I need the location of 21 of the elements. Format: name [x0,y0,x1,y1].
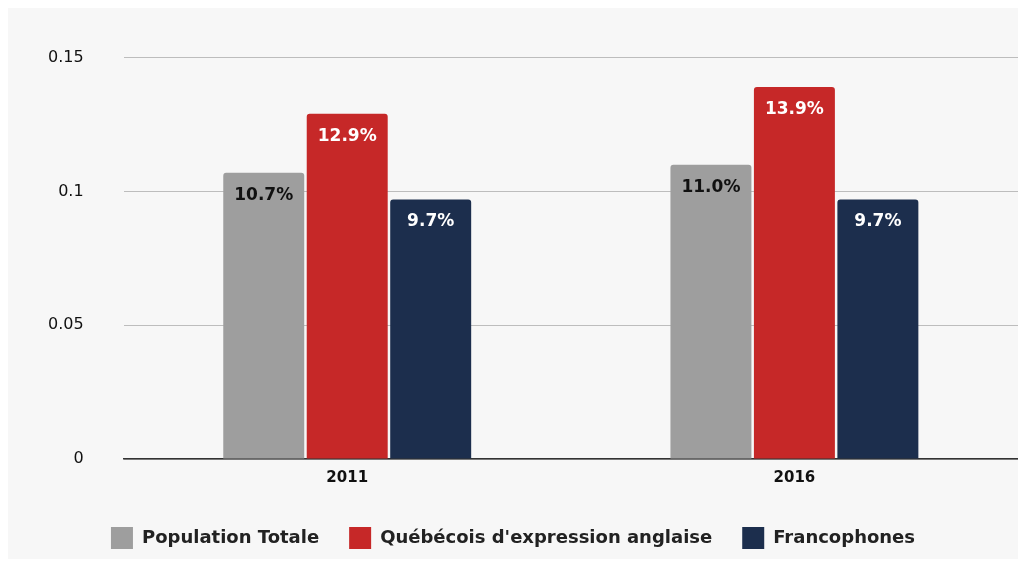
legend-label: Francophones [773,525,916,547]
y-tick-label: 0.1 [58,180,84,200]
data-label: 9.7% [407,210,455,231]
y-tick-label: 0 [73,448,84,468]
bar [306,113,388,459]
bar [753,87,835,459]
bar [837,199,919,459]
y-tick-label: 0.15 [48,46,84,66]
data-label: 12.9% [317,124,377,145]
y-tick-label: 0.05 [48,314,84,334]
bar [390,199,472,459]
x-tick-label: 2011 [326,467,369,486]
legend-label: Population Totale [141,525,320,547]
data-label: 11.0% [681,175,741,196]
data-label: 10.7% [234,183,294,204]
data-label: 13.9% [764,97,824,118]
bar [670,164,752,459]
legend-label: Québécois d'expression anglaise [380,525,713,547]
data-label: 9.7% [854,210,902,231]
bar [223,172,305,459]
x-tick-label: 2016 [773,467,816,486]
